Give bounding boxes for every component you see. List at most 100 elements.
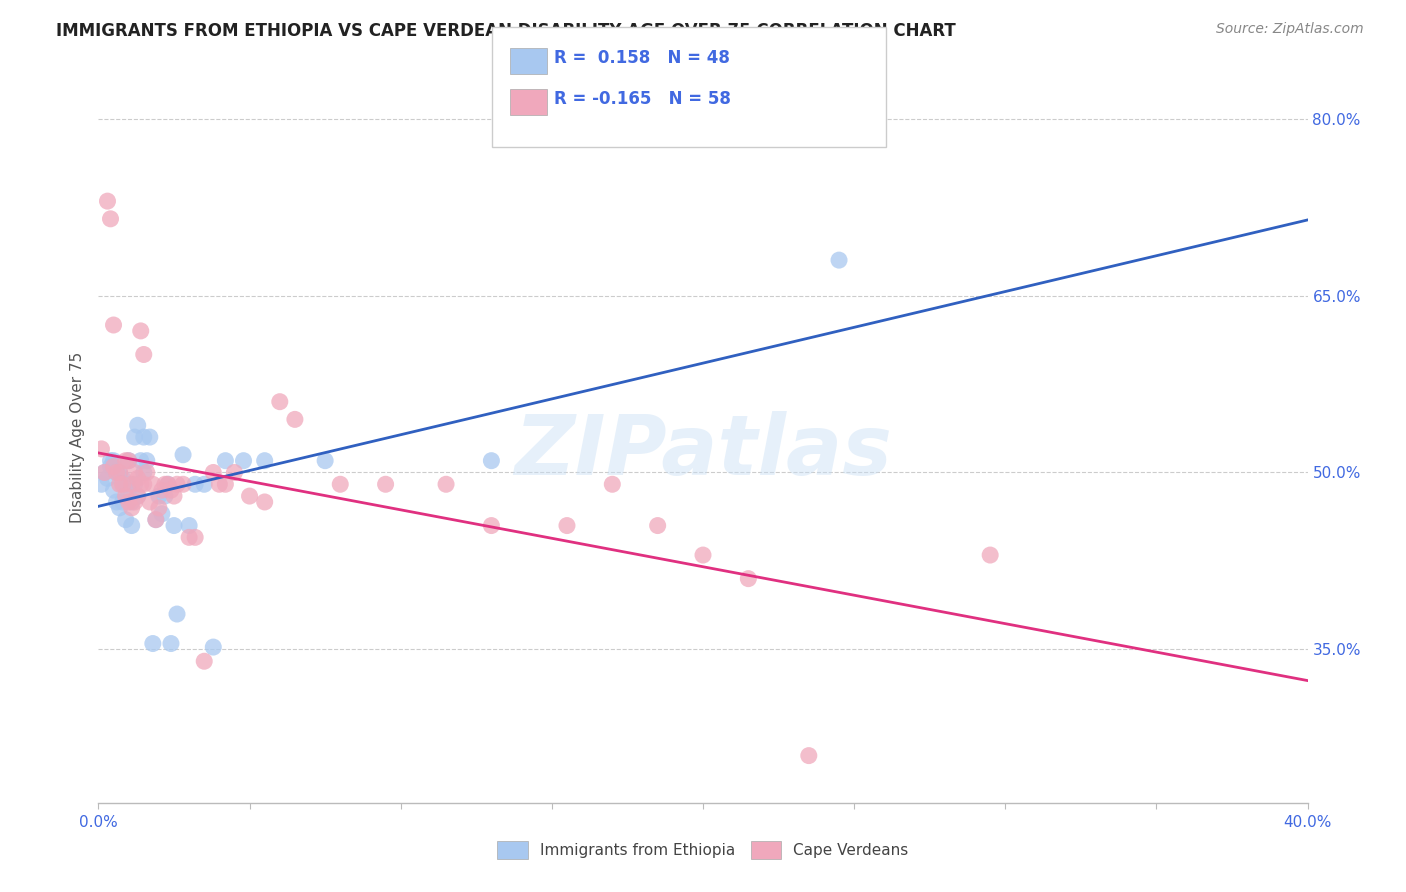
Point [692,548,714,562]
Legend: Immigrants from Ethiopia, Cape Verdeans: Immigrants from Ethiopia, Cape Verdeans [491,835,915,864]
Point [232,453,254,467]
Point [179,518,201,533]
Point [100,453,122,467]
Point [121,500,143,515]
Point [111,471,134,485]
Point [239,489,262,503]
Point [118,483,141,498]
Point [114,489,136,503]
Point [139,495,162,509]
Point [127,471,149,485]
Point [103,453,125,467]
Point [132,466,155,480]
Text: ZIPatlas: ZIPatlas [515,411,891,492]
Y-axis label: Disability Age Over 75: Disability Age Over 75 [69,351,84,523]
Point [124,430,146,444]
Point [127,489,149,503]
Point [284,412,307,426]
Point [555,518,578,533]
Point [108,466,131,480]
Point [156,477,179,491]
Point [114,477,136,491]
Point [737,572,759,586]
Point [124,466,146,480]
Text: Source: ZipAtlas.com: Source: ZipAtlas.com [1216,22,1364,37]
Point [172,448,194,462]
Point [108,500,131,515]
Point [139,430,162,444]
Point [828,253,851,268]
Point [118,453,141,467]
Point [103,459,125,474]
Point [105,466,128,480]
Point [90,442,112,456]
Point [121,518,143,533]
Point [93,466,115,480]
Point [481,518,503,533]
Point [163,489,186,503]
Point [129,324,152,338]
Text: IMMIGRANTS FROM ETHIOPIA VS CAPE VERDEAN DISABILITY AGE OVER 75 CORRELATION CHAR: IMMIGRANTS FROM ETHIOPIA VS CAPE VERDEAN… [56,22,956,40]
Point [253,453,276,467]
Point [111,477,134,491]
Point [105,495,128,509]
Point [118,495,141,509]
Point [602,477,624,491]
Point [127,489,149,503]
Point [142,477,165,491]
Point [100,459,122,474]
Point [135,453,157,467]
Point [253,495,276,509]
Point [160,483,183,498]
Point [374,477,396,491]
Point [118,453,141,467]
Point [184,477,207,491]
Text: R =  0.158   N = 48: R = 0.158 N = 48 [554,49,730,67]
Point [108,477,131,491]
Point [108,466,131,480]
Point [160,636,183,650]
Point [100,211,122,226]
Point [193,654,215,668]
Point [150,483,173,498]
Point [156,477,179,491]
Point [132,347,155,361]
Point [172,477,194,491]
Point [647,518,669,533]
Point [179,530,201,544]
Point [145,513,167,527]
Point [481,453,503,467]
Point [797,748,820,763]
Point [114,453,136,467]
Point [150,507,173,521]
Text: R = -0.165   N = 58: R = -0.165 N = 58 [554,90,731,108]
Point [103,318,125,332]
Point [153,489,176,503]
Point [434,477,457,491]
Point [269,394,291,409]
Point [103,483,125,498]
Point [132,430,155,444]
Point [96,194,118,208]
Point [148,489,170,503]
Point [329,477,352,491]
Point [202,466,225,480]
Point [314,453,336,467]
Point [166,607,188,621]
Point [153,477,176,491]
Point [208,477,231,491]
Point [214,453,236,467]
Point [193,477,215,491]
Point [127,418,149,433]
Point [129,477,152,491]
Point [214,477,236,491]
Point [114,513,136,527]
Point [184,530,207,544]
Point [90,477,112,491]
Point [93,466,115,480]
Point [124,495,146,509]
Point [202,640,225,654]
Point [166,477,188,491]
Point [121,495,143,509]
Point [124,477,146,491]
